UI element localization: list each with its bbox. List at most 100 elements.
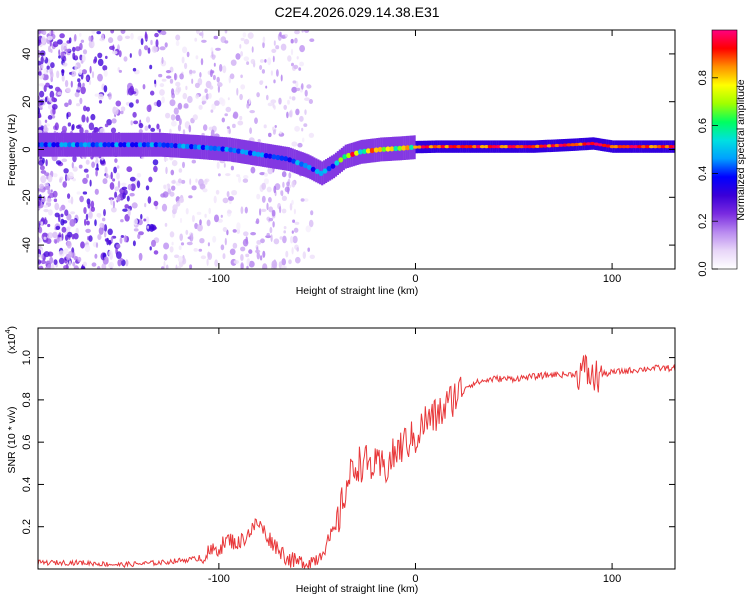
spectrogram-noise-cell — [189, 178, 192, 185]
spectrogram-noise-cell — [296, 56, 299, 60]
spectrogram-noise-cell — [186, 51, 190, 58]
colorbar-gradient — [711, 29, 738, 270]
spectrogram-noise-cell — [53, 173, 58, 178]
spectrogram-noise-cell — [279, 236, 283, 240]
spectrogram-noise-cell — [79, 127, 84, 135]
spectrogram-noise-cell — [303, 123, 308, 127]
spectrogram-noise-cell — [265, 85, 268, 89]
spectrogram-ridge-cell — [645, 145, 650, 149]
spectrogram-noise-cell — [117, 180, 121, 189]
spectrogram-noise-cell — [83, 168, 89, 173]
spectrogram-noise-cell — [65, 173, 68, 182]
spectrogram-noise-cell — [285, 250, 289, 258]
spectrogram-noise-cell — [246, 265, 249, 269]
spectrogram-ridge-cell — [149, 142, 155, 148]
spectrogram-noise-cell — [133, 228, 139, 232]
spectrogram-noise-cell — [254, 117, 258, 124]
spectrogram-noise-cell — [51, 97, 56, 102]
spectrogram-noise-cell — [220, 244, 225, 251]
spectrogram-ridge-cell — [590, 141, 595, 146]
spectrogram-ridge-cell — [605, 144, 611, 148]
spectrogram-noise-cell — [198, 178, 204, 187]
spectrogram-noise-cell — [62, 181, 67, 188]
spectrogram-noise-cell — [286, 181, 290, 187]
spectrogram-ridge-cell — [550, 144, 556, 148]
spectrogram-noise-cell — [47, 104, 54, 110]
spectrogram-ridge-cell — [173, 143, 179, 149]
spectrogram-noise-cell — [132, 240, 136, 247]
spectrogram-noise-cell — [80, 86, 86, 95]
spectrogram-noise-cell — [97, 58, 104, 67]
spectrogram-noise-cell — [39, 90, 45, 98]
spectrogram-ridge-cell — [240, 149, 245, 155]
spectrogram-noise-cell — [224, 40, 229, 44]
spectrogram-noise-cell — [76, 191, 81, 195]
spectrogram-noise-cell — [273, 238, 280, 245]
spectrogram-noise-cell — [238, 176, 241, 183]
spectrogram-noise-cell — [165, 70, 172, 74]
spectrogram-noise-cell — [44, 182, 49, 187]
spectrogram-noise-cell — [259, 172, 266, 176]
spectrogram-ridge-cell — [483, 145, 489, 149]
spectrogram-noise-cell — [262, 263, 268, 269]
spectrogram-ridge-cell — [507, 145, 513, 149]
spectrogram-noise-cell — [121, 182, 127, 186]
spectrogram-ridge-cell — [38, 142, 41, 148]
spectrogram-noise-cell — [94, 93, 100, 97]
spectrogram-noise-cell — [191, 78, 194, 85]
spectrogram-ridge-cell — [436, 145, 442, 149]
spectrogram-ridge-cell — [578, 142, 583, 146]
spectrogram-noise-cell — [281, 258, 287, 266]
spectrogram-ridge-cell — [177, 143, 183, 149]
spectrogram-ridge-cell — [185, 143, 190, 149]
spectrogram-noise-cell — [281, 208, 287, 214]
spectrogram-noise-cell — [259, 59, 264, 63]
spectrogram-noise-cell — [259, 255, 263, 261]
spectrogram-ridge-cell — [165, 142, 171, 148]
spectrogram-noise-cell — [240, 262, 244, 269]
spectrogram-noise-cell — [77, 256, 82, 263]
spectrogram-noise-cell — [308, 219, 314, 228]
spectrogram-noise-cell — [74, 91, 80, 98]
spectrogram-ridge-cell — [71, 142, 76, 148]
spectrogram-noise-cell — [280, 43, 287, 51]
spectrogram-noise-cell — [59, 207, 63, 212]
spectrogram-noise-cell — [66, 263, 69, 269]
spectrogram-noise-cell — [118, 50, 122, 58]
spectrogram-noise-cell — [287, 55, 292, 62]
spectrogram-ridge-cell — [365, 148, 371, 154]
spectrogram-noise-cell — [67, 171, 74, 179]
spectrogram-noise-cell — [279, 130, 282, 135]
spectrogram-noise-cell — [251, 46, 254, 53]
colorbar-label: Normalized spectral amplitude — [735, 79, 747, 220]
spectrogram-noise-cell — [240, 246, 246, 252]
spectrogram-noise-cell — [231, 190, 238, 196]
spectrogram-noise-cell — [50, 71, 54, 79]
spectrogram-noise-cell — [98, 214, 101, 219]
spectrogram-ridge-cell — [212, 145, 218, 151]
spectrogram-noise-cell — [174, 72, 177, 81]
spectrogram-noise-cell — [149, 64, 153, 70]
spectrogram-noise-cell — [199, 72, 202, 78]
spectrogram-noise-cell — [82, 261, 87, 267]
spectrogram-noise-cell — [260, 80, 264, 84]
spectrogram-ridge-cell — [228, 147, 234, 153]
spectrogram-noise-cell — [281, 34, 286, 39]
spectrogram-noise-cell — [248, 249, 253, 254]
spectrogram-ridge-cell — [562, 143, 568, 147]
spectrogram-noise-cell — [196, 30, 200, 35]
spectrogram-noise-cell — [138, 48, 142, 57]
spectrogram-noise-cell — [226, 229, 229, 236]
spectrogram-ridge-cell — [133, 142, 139, 148]
spectrogram-ridge-cell — [574, 142, 580, 147]
spectrogram-noise-cell — [290, 38, 294, 44]
spectrogram-noise-cell — [110, 171, 113, 180]
spectrogram-noise-cell — [74, 55, 78, 60]
spectrogram-noise-cell — [179, 118, 182, 126]
spectrogram-noise-cell — [38, 200, 41, 207]
svg-text:(x104): (x104) — [3, 326, 18, 354]
spectrogram-noise-cell — [156, 123, 160, 130]
spectrogram-noise-cell — [236, 87, 239, 96]
spectrogram-noise-cell — [39, 188, 45, 193]
spectrogram-noise-cell — [114, 186, 120, 192]
